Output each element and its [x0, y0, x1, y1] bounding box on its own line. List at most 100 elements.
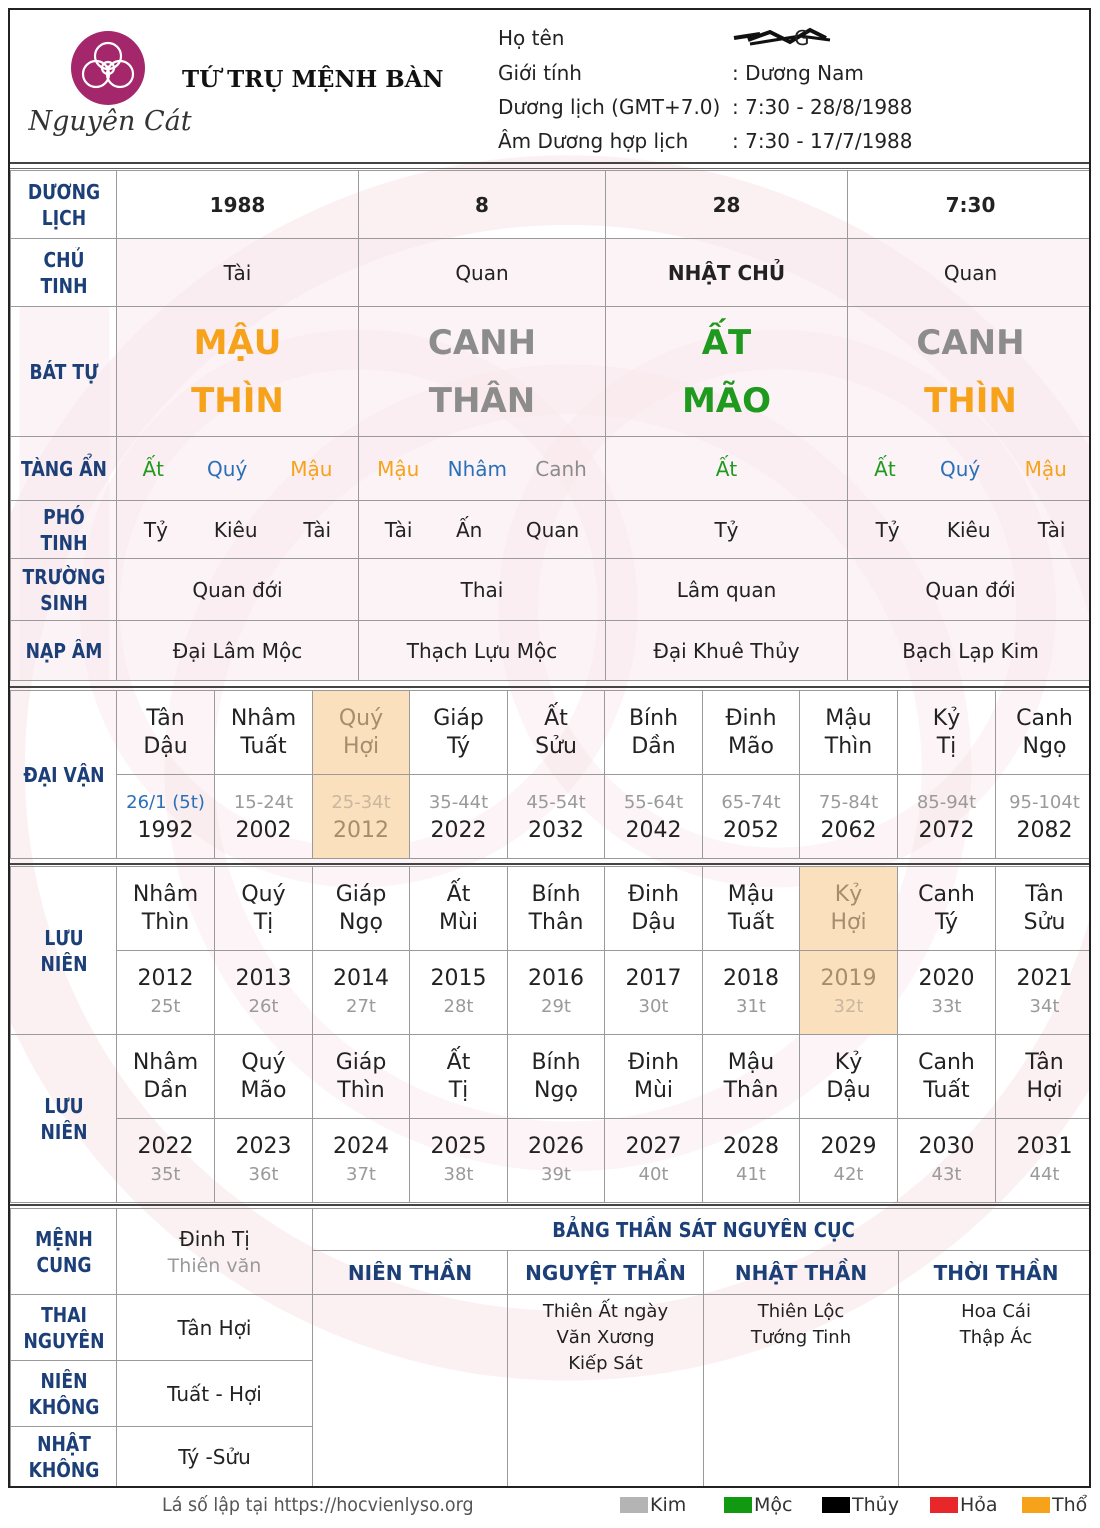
hidden-stem: Quý [207, 456, 248, 481]
bat-tu-cell: CANH THÌN [847, 306, 1089, 437]
cycle-year: 2013 [235, 965, 292, 991]
info-key: Giới tính [498, 61, 582, 85]
cycle-stem: Đinh [627, 881, 680, 907]
legend-thuy: Thủy [822, 1494, 899, 1516]
cycle-branch: Dậu [143, 733, 188, 759]
hidden-stem: Ất [142, 456, 165, 481]
thai-nguyen-row: THAI NGUYÊN Tân Hợi Thiên Ất ngày Văn Xươ… [11, 1294, 1089, 1486]
luu-nien-stem-row: LƯU NIÊN Nhâm Thìn Quý Tị Giáp Ngọ Ất Mùi Bính Th… [11, 866, 1089, 1035]
cycle-pillar-cell: Bính Dần [604, 690, 703, 775]
truong-sinh-cell: Thai [358, 558, 606, 621]
cycle-year: 2021 [1016, 965, 1073, 991]
row-duong-lich: DƯƠNG LỊCH 1988 8 28 7:30 [11, 170, 1089, 239]
section-divider [10, 1204, 1089, 1206]
cycle-year: 2026 [528, 1133, 584, 1159]
info-value: : Dương Nam [732, 61, 864, 85]
cycle-year-cell: 2019 32t [799, 950, 898, 1035]
pillar-date-hour: 7:30 [847, 170, 1089, 239]
swatch [1022, 1497, 1050, 1513]
row-nap-am: NẠP ÂM Đại Lâm Mộc Thạch Lựu Mộc Đại Khu… [11, 620, 1089, 681]
cycle-year: 2031 [1016, 1133, 1073, 1159]
row-chu-tinh: CHỦ TINH Tài Quan NHẬT CHỦ Quan [11, 238, 1089, 307]
cycle-year: 2002 [235, 817, 292, 843]
cycle-year: 2023 [235, 1133, 292, 1159]
cycle-branch: Dậu [631, 909, 676, 935]
source-link[interactable]: Lá số lập tại https://hocvienlyso.org [162, 1494, 474, 1516]
than-sat-item: Tướng Tinh [750, 1327, 852, 1348]
cycle-pillar-cell: Mậu Thân [702, 1034, 800, 1119]
dai-van-table: ĐẠI VẬN Tân Dậu Nhâm Tuất Quý Hợi Giáp Tý Ất Sửu B… [10, 690, 1089, 859]
cycle-pillar-cell: Kỷ Hợi [799, 866, 898, 951]
cycle-year-cell: 2018 31t [702, 950, 800, 1035]
cycle-year-cell: 2022 35t [116, 1118, 215, 1203]
tang-an-cell: Ất Quý Mậu [116, 436, 359, 501]
cycle-stem: Đinh [725, 705, 777, 731]
cycle-pillar-cell: Kỷ Dậu [799, 1034, 898, 1119]
cycle-year-cell: 35-44t 2022 [409, 774, 508, 859]
swatch [930, 1497, 958, 1513]
cycle-age: 75-84t [818, 791, 879, 813]
cycle-year: 2032 [528, 817, 584, 843]
cycle-stem: Mậu [727, 881, 775, 907]
cycle-year: 2022 [430, 817, 487, 843]
cycle-year-cell: 25-34t 2012 [312, 774, 410, 859]
than-sat-item: Kiếp Sát [568, 1353, 643, 1374]
cycle-year-cell: 2013 26t [214, 950, 313, 1035]
cycle-year: 2052 [723, 817, 779, 843]
swatch [822, 1497, 850, 1513]
than-sat-item: Thiên Ất ngày [542, 1301, 669, 1322]
branch-text: THÂN [428, 380, 536, 421]
cycle-year-cell: 2012 25t [116, 950, 215, 1035]
row-tang-an: TÀNG ẨN Ất Quý Mậu Mậu Nhâm Canh Ất Ất Quý Mậu [11, 436, 1089, 501]
cycle-pillar-cell: Ất Mùi [409, 866, 508, 951]
hidden-stem: Mậu [1024, 456, 1067, 481]
cycle-age: 29t [541, 995, 571, 1017]
cycle-pillar-cell: Tân Hợi [995, 1034, 1089, 1119]
cycle-year: 2028 [723, 1133, 779, 1159]
pho-tinh-cell: Tỷ Kiêu Tài [116, 500, 359, 559]
cycle-age: 39t [541, 1163, 571, 1185]
cycle-stem: Quý [241, 1049, 286, 1075]
cycle-branch: Tý [446, 733, 471, 759]
cycle-stem: Nhâm [132, 1049, 199, 1075]
cycle-branch: Hợi [1026, 1077, 1063, 1103]
sub-star: Tài [1037, 517, 1066, 542]
nien-khong-value: Tuất - Hợi [116, 1360, 313, 1427]
cycle-year: 2020 [918, 965, 975, 991]
cycle-year: 2014 [333, 965, 389, 991]
cycle-branch: Dậu [826, 1077, 871, 1103]
dai-van-age-row: 26/1 (5t) 1992 15-24t 2002 25-34t 2012 35-44t 2… [11, 774, 1089, 859]
cycle-year: 2082 [1016, 817, 1073, 843]
label-thai-nguyen: THAI NGUYÊN [17, 1294, 110, 1361]
cycle-age: 35t [150, 1163, 181, 1185]
cycle-branch: Ngọ [534, 1077, 578, 1103]
cycle-year-cell: 2024 37t [312, 1118, 410, 1203]
hidden-stem: Mậu [377, 456, 420, 481]
cycle-pillar-cell: Tân Sửu [995, 866, 1089, 951]
col-nhat-than: NHẬT THẦN [703, 1250, 899, 1295]
legend-tho: Thổ [1022, 1494, 1087, 1516]
branch-text: THÌN [924, 380, 1017, 421]
tang-an-cell: Ất [605, 436, 848, 501]
cycle-year-cell: 2028 41t [702, 1118, 800, 1203]
chu-tinh-cell: Tài [116, 238, 359, 307]
cycle-stem: Giáp [433, 705, 484, 731]
bat-tu-cell: MẬU THÌN [116, 306, 359, 437]
cycle-stem: Tân [1025, 881, 1064, 907]
cycle-year-cell: 2017 30t [604, 950, 703, 1035]
hidden-stem: Mậu [290, 456, 333, 481]
cycle-age: 38t [443, 1163, 474, 1185]
cycle-branch: Mão [728, 733, 774, 759]
col-nguyet-than: NGUYỆT THẦN [507, 1250, 704, 1295]
redaction-scribble [733, 27, 831, 46]
cycle-year-cell: 2026 39t [507, 1118, 605, 1203]
cycle-stem: Canh [1016, 705, 1073, 731]
cycle-stem: Bính [531, 1049, 581, 1075]
cycle-year-cell: 2023 36t [214, 1118, 313, 1203]
hidden-stem: Ất [715, 456, 738, 481]
cycle-pillar-cell: Giáp Tý [409, 690, 508, 775]
cycle-branch: Tuất [727, 909, 775, 935]
section-divider [10, 863, 1089, 865]
cycle-stem: Tân [1025, 1049, 1064, 1075]
cycle-year-cell: 2021 34t [995, 950, 1089, 1035]
